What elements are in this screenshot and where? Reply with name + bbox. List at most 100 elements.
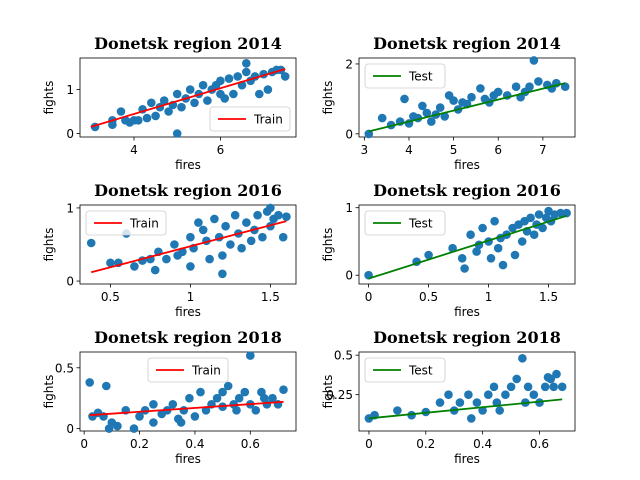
x-axis-label: fires	[175, 158, 201, 172]
scatter-point	[194, 218, 203, 227]
scatter-point	[478, 223, 487, 233]
legend-label: Train	[129, 217, 159, 231]
legend-label: Test	[408, 70, 433, 84]
scatter-point	[546, 374, 556, 384]
legend: Test	[364, 63, 446, 89]
legend-box	[85, 210, 167, 236]
scatter-point	[525, 82, 534, 91]
scatter-point	[510, 250, 520, 260]
scatter-point	[464, 390, 473, 400]
scatter-point	[177, 102, 186, 112]
x-tick-label: 1	[485, 290, 493, 304]
scatter-point	[540, 382, 550, 392]
scatter-point	[511, 82, 521, 91]
scatter-point	[170, 240, 179, 249]
scatter-point	[549, 382, 558, 392]
scatter-point	[263, 85, 273, 94]
scatter-point	[467, 414, 476, 423]
x-tick-label: 5	[450, 143, 458, 157]
y-tick-label: 1	[66, 83, 74, 97]
scatter-point	[467, 92, 476, 102]
y-tick-label: 1	[66, 201, 74, 215]
scatter-point	[221, 221, 230, 231]
x-tick-label: 4	[130, 143, 138, 157]
y-tick-label: 0	[66, 127, 74, 141]
y-axis-label: fights	[321, 81, 335, 115]
scatter-point	[493, 243, 503, 253]
scatter-point	[534, 210, 544, 219]
y-axis-label: fights	[321, 228, 335, 262]
scatter-point	[280, 72, 290, 81]
x-tick-label: 0	[80, 437, 88, 451]
scatter-point	[216, 76, 225, 86]
y-tick-label: 0	[66, 422, 74, 436]
legend-box	[147, 357, 229, 383]
chart-title: Donetsk region 2014	[94, 34, 282, 53]
legend-label: Train	[191, 364, 221, 378]
scatter-point	[198, 80, 208, 90]
x-tick-label: 7	[539, 143, 547, 157]
x-axis-label: fires	[454, 452, 480, 466]
x-tick-label: 1.5	[261, 290, 280, 304]
scatter-point	[440, 112, 450, 121]
x-tick-label: 0.5	[101, 290, 120, 304]
scatter-point	[490, 216, 499, 226]
legend-box	[209, 106, 291, 132]
scatter-point	[242, 218, 251, 227]
legend: Train	[147, 357, 229, 383]
scatter-point	[495, 406, 505, 415]
scatter-point	[556, 208, 565, 218]
scatter-point	[529, 230, 539, 239]
scatter-point	[258, 232, 267, 242]
y-tick-label: 0.25	[326, 388, 353, 402]
scatter-point	[179, 406, 189, 415]
scatter-point	[529, 56, 539, 65]
scatter-point	[393, 406, 402, 415]
y-axis-label: fights	[42, 228, 56, 262]
scatter-point	[212, 393, 222, 403]
scatter-point	[85, 378, 94, 387]
scatter-point	[129, 424, 139, 433]
scatter-point	[196, 387, 205, 397]
scatter-point	[185, 393, 194, 403]
scatter-point	[518, 354, 527, 363]
chart-title: Donetsk region 2014	[373, 34, 561, 53]
scatter-point	[223, 381, 233, 391]
x-axis-label: fires	[175, 305, 201, 319]
scatter-point	[517, 237, 527, 246]
chart-title: Donetsk region 2016	[373, 181, 561, 200]
scatter-point	[460, 264, 469, 273]
scatter-point	[435, 398, 445, 407]
y-tick-label: 0.5	[55, 361, 74, 375]
scatter-point	[498, 260, 508, 270]
subplot-1: 4 6 0 1 Donetsk region 2014 fires fights Train	[42, 34, 297, 172]
x-tick-label: 0.6	[530, 437, 549, 451]
scatter-point	[254, 89, 264, 99]
scatter-point	[151, 111, 160, 121]
scatter-point	[282, 212, 291, 221]
scatter-point	[251, 406, 261, 415]
x-tick-label: 4	[405, 143, 413, 157]
legend-label: Test	[408, 364, 433, 378]
scatter-point	[268, 393, 277, 403]
scatter-point	[220, 94, 229, 103]
legend: Test	[364, 210, 446, 236]
scatter-point	[226, 240, 235, 249]
x-tick-label: 3	[361, 143, 369, 157]
scatter-point	[538, 223, 547, 233]
scatter-point	[198, 225, 208, 235]
scatter-point	[266, 203, 275, 213]
scatter-point	[190, 98, 199, 108]
scatter-point	[418, 101, 427, 111]
scatter-point	[493, 87, 503, 97]
scatter-point	[422, 108, 432, 118]
scatter-point	[246, 236, 256, 246]
legend: Test	[364, 357, 446, 383]
scatter-point	[102, 381, 111, 391]
scatter-point	[476, 84, 485, 93]
scatter-point	[529, 390, 539, 400]
y-tick-label: 0	[345, 127, 353, 141]
scatter-point	[478, 406, 487, 415]
x-tick-label: 0.4	[473, 437, 492, 451]
